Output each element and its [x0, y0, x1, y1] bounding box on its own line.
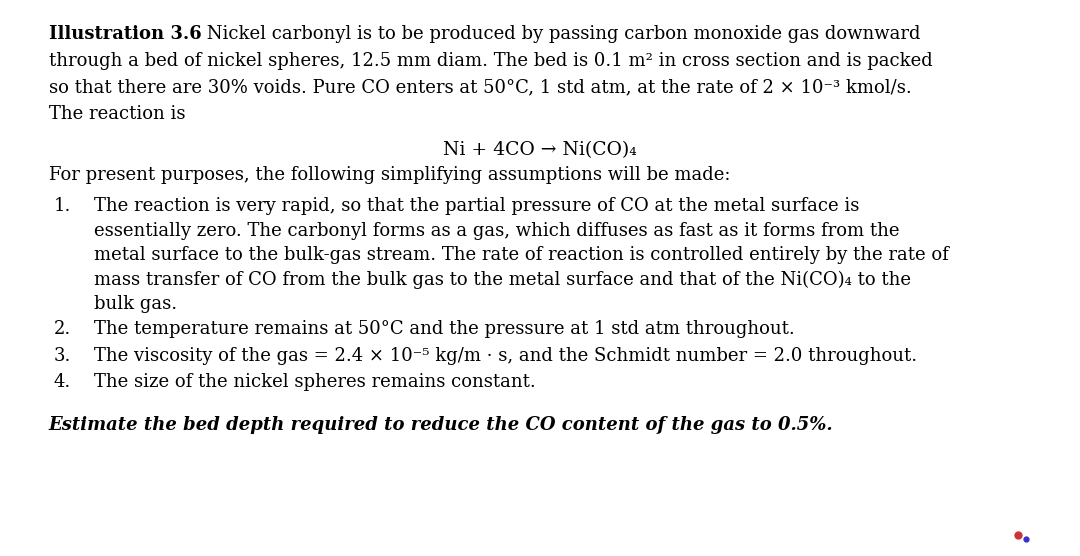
- Text: For present purposes, the following simplifying assumptions will be made:: For present purposes, the following simp…: [49, 166, 730, 185]
- Text: Ni + 4CO → Ni(CO)₄: Ni + 4CO → Ni(CO)₄: [443, 141, 637, 159]
- Text: The reaction is: The reaction is: [49, 105, 185, 123]
- Text: Estimate the bed depth required to reduce the CO content of the gas to 0.5%.: Estimate the bed depth required to reduc…: [49, 416, 834, 434]
- Text: Illustration 3.6: Illustration 3.6: [49, 25, 201, 43]
- Text: mass transfer of CO from the bulk gas to the metal surface and that of the Ni(CO: mass transfer of CO from the bulk gas to…: [94, 271, 910, 289]
- Text: 3.: 3.: [54, 346, 71, 365]
- Text: bulk gas.: bulk gas.: [94, 295, 177, 314]
- Text: so that there are 30% voids. Pure CO enters at 50°C, 1 std atm, at the rate of 2: so that there are 30% voids. Pure CO ent…: [49, 78, 912, 96]
- Text: 1.: 1.: [54, 197, 71, 215]
- Text: through a bed of nickel spheres, 12.5 mm diam. The bed is 0.1 m² in cross sectio: through a bed of nickel spheres, 12.5 mm…: [49, 52, 932, 70]
- Text: essentially zero. The carbonyl forms as a gas, which diffuses as fast as it form: essentially zero. The carbonyl forms as …: [94, 222, 900, 240]
- Text: The size of the nickel spheres remains constant.: The size of the nickel spheres remains c…: [94, 373, 536, 391]
- Text: The reaction is very rapid, so that the partial pressure of CO at the metal surf: The reaction is very rapid, so that the …: [94, 197, 860, 215]
- Text: metal surface to the bulk-gas stream. The rate of reaction is controlled entirel: metal surface to the bulk-gas stream. Th…: [94, 246, 948, 264]
- Text: The viscosity of the gas = 2.4 × 10⁻⁵ kg/m · s, and the Schmidt number = 2.0 thr: The viscosity of the gas = 2.4 × 10⁻⁵ kg…: [94, 346, 917, 365]
- Text: Nickel carbonyl is to be produced by passing carbon monoxide gas downward: Nickel carbonyl is to be produced by pas…: [201, 25, 921, 43]
- Text: 4.: 4.: [54, 373, 71, 391]
- Text: The temperature remains at 50°C and the pressure at 1 std atm throughout.: The temperature remains at 50°C and the …: [94, 320, 795, 338]
- Text: 2.: 2.: [54, 320, 71, 338]
